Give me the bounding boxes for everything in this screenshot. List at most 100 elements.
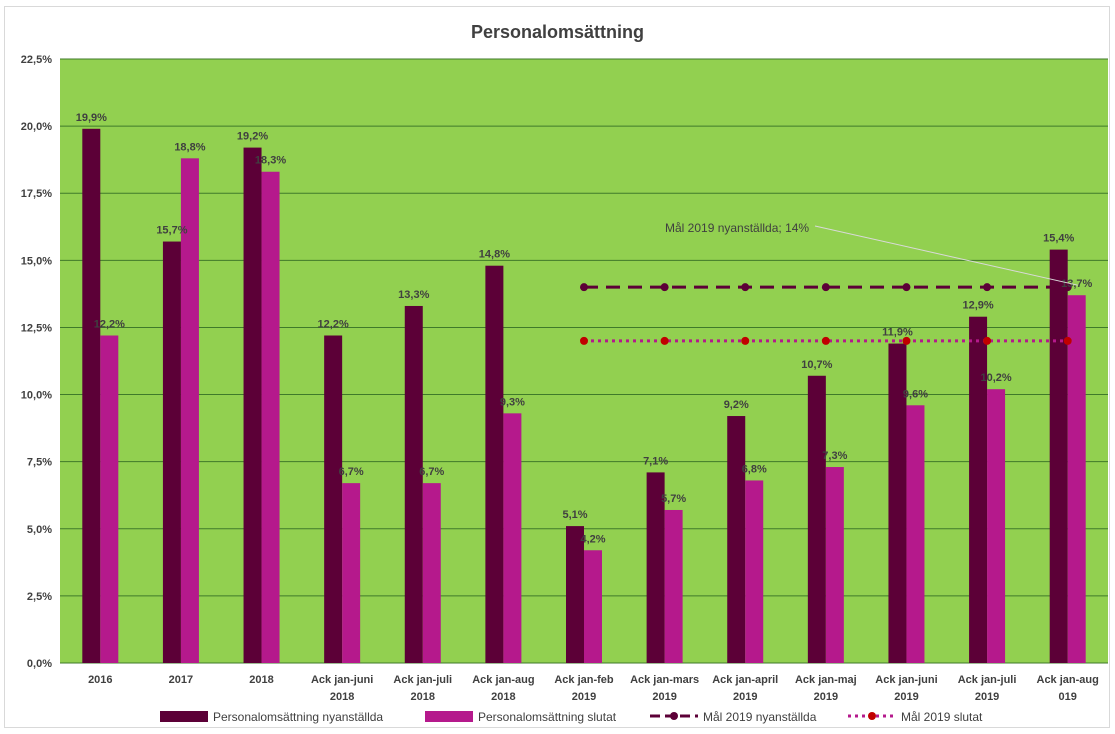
target-marker (741, 336, 750, 345)
data-label: 15,7% (156, 225, 187, 237)
x-tick-label: Ack jan-maj 2019 (795, 674, 857, 703)
data-label: 5,7% (661, 493, 686, 505)
target-marker (1063, 283, 1072, 292)
bar-slutat (1067, 295, 1086, 663)
chart-title: Personalomsättning (470, 22, 645, 42)
bar-nyanstallda (969, 316, 988, 663)
y-axis: 0,0% 2,5% 5,0% 7,5% 10,0% 12,5% 15,0% 17,5% 20,0… (21, 54, 52, 670)
legend-label: Personalomsättning nyanställda (213, 710, 383, 724)
bar-nyanstallda (162, 241, 181, 663)
data-label: 9,2% (724, 399, 749, 411)
x-tick-label: 2017 (169, 674, 193, 686)
gridlines (60, 58, 1108, 664)
data-label: 9,3% (500, 396, 525, 408)
target-lines (580, 283, 1072, 345)
data-label: 19,9% (76, 112, 107, 124)
data-label: 7,3% (822, 450, 847, 462)
data-label: 15,4% (1043, 233, 1074, 245)
y-tick-label: 7,5% (27, 457, 52, 469)
bar-slutat (906, 405, 925, 663)
data-label: 6,8% (742, 463, 767, 475)
target-marker (821, 336, 830, 345)
legend-swatch (160, 711, 208, 722)
target-marker (821, 283, 830, 292)
legend-label: Personalomsättning slutat (478, 710, 617, 724)
target-marker (1063, 336, 1072, 345)
annotation-leader-line (814, 225, 1078, 286)
target-marker (580, 336, 588, 345)
x-tick-label: Ack jan-aug 019 (1037, 674, 1099, 703)
y-tick-label: 17,5% (21, 188, 52, 200)
data-label: 12,2% (94, 318, 125, 330)
bar-slutat (342, 483, 361, 663)
bar-slutat (180, 158, 199, 663)
bar-slutat (100, 335, 119, 663)
bar-nyanstallda (566, 526, 584, 663)
data-label: 12,2% (318, 318, 349, 330)
annotation: Mål 2019 nyanställda; 14% (665, 221, 1078, 286)
bar-nyanstallda (404, 305, 423, 663)
legend-marker (868, 712, 876, 720)
x-tick-label: Ack jan-juni 2019 (875, 674, 937, 703)
data-label: 18,8% (174, 141, 205, 153)
data-label: 5,1% (562, 509, 587, 521)
target-marker (902, 336, 911, 345)
x-tick-label: Ack jan-aug 2018 (472, 674, 534, 703)
y-tick-label: 12,5% (21, 322, 52, 334)
data-label: 4,2% (580, 533, 605, 545)
bar-nyanstallda (727, 416, 746, 663)
data-label: 11,9% (882, 327, 913, 339)
data-labels: 19,9% 15,7% 19,2% 12,2% 13,3% 14,8% 5,1% 7,1% 9,… (76, 112, 1093, 545)
target-marker (983, 283, 992, 292)
legend-label: Mål 2019 slutat (901, 710, 983, 724)
bar-nyanstallda (888, 343, 907, 663)
bar-slutat (503, 413, 522, 663)
target-marker (983, 336, 992, 345)
x-tick-label: Ack jan-april 2019 (712, 674, 778, 703)
x-tick-label: Ack jan-mars 2019 (630, 674, 699, 703)
target-marker (741, 283, 750, 292)
y-tick-label: 10,0% (21, 390, 52, 402)
bar-nyanstallda (243, 147, 262, 663)
bar-nyanstallda (807, 375, 826, 663)
x-tick-label: Ack jan-juni 2018 (311, 674, 373, 703)
data-label: 18,3% (255, 155, 286, 167)
data-label: 13,7% (1061, 278, 1092, 290)
bar-slutat (745, 480, 764, 663)
data-label: 19,2% (237, 131, 268, 143)
data-label: 14,8% (479, 249, 510, 261)
target-marker (902, 283, 911, 292)
x-tick-label: Ack jan-juli 2018 (393, 674, 452, 703)
bar-marks (82, 128, 1086, 664)
bar-slutat (422, 483, 441, 663)
data-label: 10,2% (980, 372, 1011, 384)
data-label: 6,7% (419, 466, 444, 478)
target-marker (580, 283, 588, 292)
x-tick-label: 2018 (249, 674, 273, 686)
x-tick-label: Ack jan-feb 2019 (554, 674, 614, 703)
data-label: 6,7% (339, 466, 364, 478)
x-tick-label: 2016 (88, 674, 112, 686)
data-label: 10,7% (801, 359, 832, 371)
y-tick-label: 15,0% (21, 255, 52, 267)
data-label: 7,1% (643, 455, 668, 467)
legend-swatch (425, 711, 473, 722)
annotation-text: Mål 2019 nyanställda; 14% (665, 221, 809, 235)
bar-nyanstallda (1049, 249, 1068, 663)
legend: Personalomsättning nyanställda Personalom… (160, 710, 983, 724)
bar-nyanstallda (324, 335, 343, 663)
data-label: 13,3% (398, 289, 429, 301)
bar-nyanstallda (485, 265, 504, 663)
y-tick-label: 20,0% (21, 121, 52, 133)
data-label: 12,9% (962, 300, 993, 312)
y-tick-label: 0,0% (27, 658, 52, 670)
legend-marker (670, 712, 678, 720)
bar-slutat (825, 467, 844, 663)
legend-label: Mål 2019 nyanställda (703, 710, 817, 724)
target-marker (660, 283, 669, 292)
y-tick-label: 2,5% (27, 591, 52, 603)
bar-slutat (261, 171, 280, 663)
x-axis: 2016 2017 2018 Ack jan-juni 2018 Ack jan-juli… (88, 674, 1099, 703)
bar-slutat (584, 550, 602, 663)
